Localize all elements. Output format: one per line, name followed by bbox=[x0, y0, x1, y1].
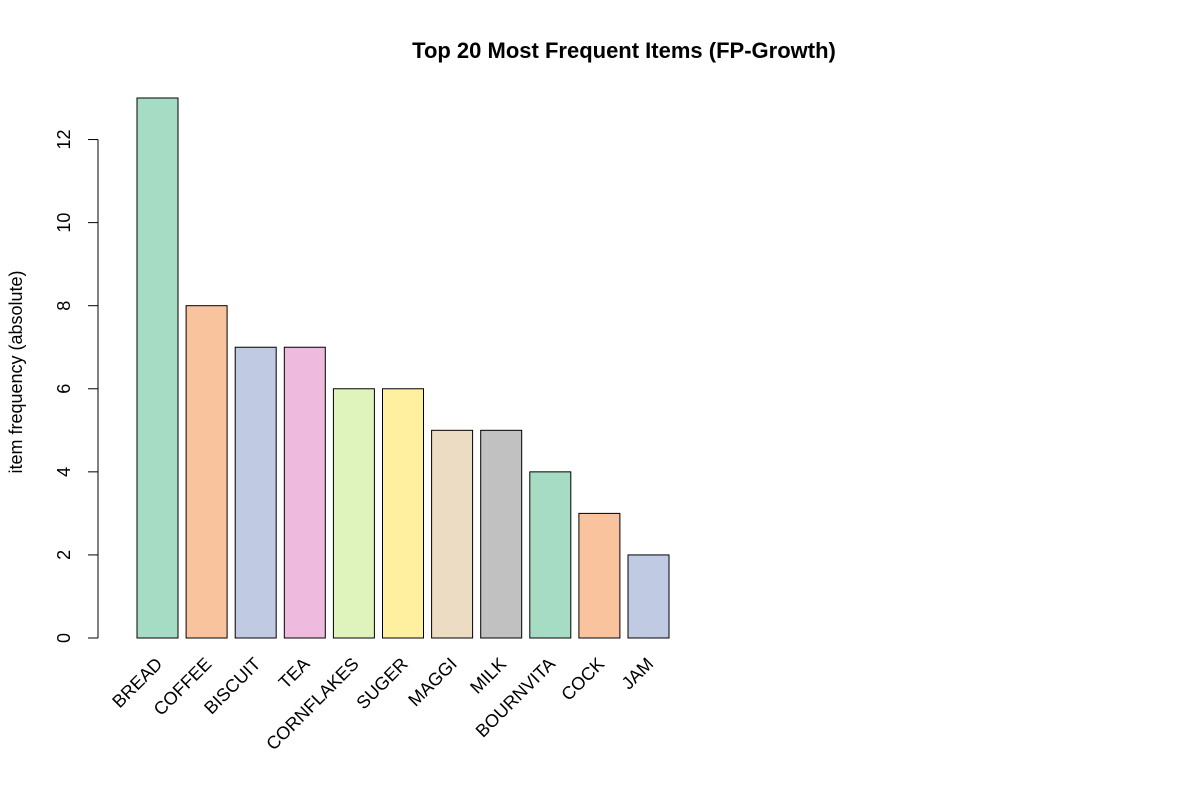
bars bbox=[136, 97, 670, 639]
y-axis-label: item frequency (absolute) bbox=[6, 270, 26, 473]
x-category-label: MILK bbox=[466, 654, 510, 698]
x-category-label: TEA bbox=[275, 654, 314, 693]
y-tick-label: 4 bbox=[54, 467, 74, 477]
bar-cornflakes bbox=[332, 388, 375, 639]
bar-maggi bbox=[431, 429, 474, 639]
y-tick-label: 2 bbox=[54, 550, 74, 560]
x-category-label: JAM bbox=[618, 654, 658, 694]
bar-milk bbox=[480, 429, 523, 639]
bar-cock bbox=[578, 512, 621, 639]
bar-jam bbox=[627, 554, 670, 639]
x-category-label: MAGGI bbox=[404, 654, 461, 711]
y-tick-label: 6 bbox=[54, 384, 74, 394]
bar-bread bbox=[136, 97, 179, 639]
y-tick-label: 0 bbox=[54, 633, 74, 643]
bar-suger bbox=[382, 388, 424, 639]
x-category-label: SUGER bbox=[352, 654, 411, 713]
bar-coffee bbox=[185, 305, 228, 639]
chart-title: Top 20 Most Frequent Items (FP-Growth) bbox=[412, 38, 836, 63]
y-axis: 0 2 4 6 8 10 12 bbox=[54, 130, 99, 643]
bar-biscuit bbox=[234, 346, 277, 639]
y-tick-label: 12 bbox=[54, 130, 74, 150]
x-category-label: COCK bbox=[557, 654, 608, 705]
y-tick-label: 8 bbox=[54, 301, 74, 311]
bar-bournvita bbox=[529, 471, 572, 639]
y-tick-label: 10 bbox=[54, 213, 74, 233]
bar-tea bbox=[283, 346, 326, 639]
